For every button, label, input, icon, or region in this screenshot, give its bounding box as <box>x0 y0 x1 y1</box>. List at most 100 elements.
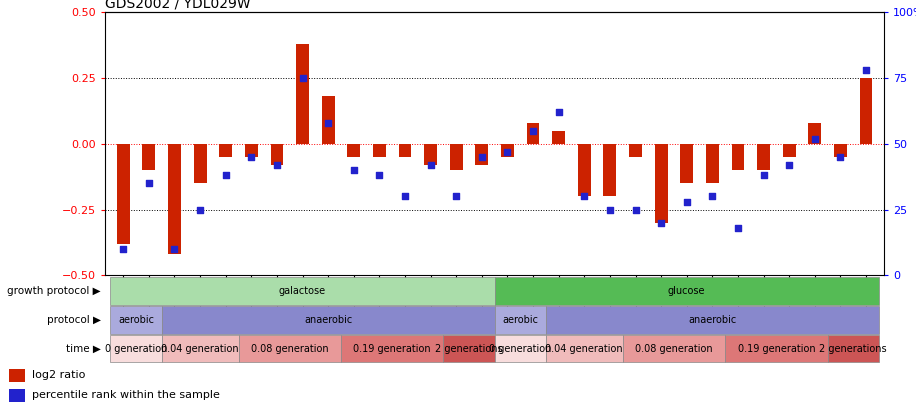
Bar <box>725 335 827 362</box>
Point <box>398 193 412 200</box>
Point <box>295 75 310 81</box>
Text: 0.08 generation: 0.08 generation <box>635 344 713 354</box>
Bar <box>552 130 565 144</box>
Text: 0 generation: 0 generation <box>489 344 551 354</box>
Bar <box>111 277 495 305</box>
Point <box>244 154 258 160</box>
Bar <box>546 335 623 362</box>
Point <box>654 220 669 226</box>
Bar <box>706 144 719 183</box>
Point <box>116 246 131 252</box>
Bar <box>424 144 437 165</box>
Bar <box>398 144 411 157</box>
Point <box>474 154 489 160</box>
Bar <box>162 335 238 362</box>
Bar <box>373 144 386 157</box>
Text: anaerobic: anaerobic <box>688 315 736 325</box>
Bar <box>296 44 309 144</box>
Bar <box>527 123 540 144</box>
Text: protocol ▶: protocol ▶ <box>47 315 101 325</box>
Text: 0.19 generation: 0.19 generation <box>737 344 815 354</box>
Point <box>372 172 387 179</box>
Bar <box>143 144 156 170</box>
Point <box>269 162 284 168</box>
Bar <box>578 144 591 196</box>
Text: 0 generation: 0 generation <box>105 344 168 354</box>
Text: log2 ratio: log2 ratio <box>32 370 85 380</box>
Point <box>321 119 335 126</box>
Bar <box>834 144 846 157</box>
Bar <box>341 335 443 362</box>
Text: GDS2002 / YDL029W: GDS2002 / YDL029W <box>105 0 251 11</box>
Bar <box>475 144 488 165</box>
Text: aerobic: aerobic <box>118 315 154 325</box>
Bar <box>655 144 668 223</box>
Bar <box>604 144 616 196</box>
Text: 0.19 generation: 0.19 generation <box>354 344 431 354</box>
Point <box>142 180 157 186</box>
Text: 0.04 generation: 0.04 generation <box>161 344 239 354</box>
Text: anaerobic: anaerobic <box>304 315 353 325</box>
Bar <box>546 306 878 334</box>
Point <box>526 127 540 134</box>
Bar <box>758 144 770 170</box>
Point <box>628 206 643 213</box>
Point <box>192 206 207 213</box>
Bar <box>162 306 495 334</box>
Point <box>167 246 181 252</box>
Bar <box>111 306 162 334</box>
Point <box>603 206 617 213</box>
Point <box>808 135 823 142</box>
Bar <box>219 144 232 157</box>
Bar <box>347 144 360 157</box>
Bar <box>495 306 546 334</box>
Bar <box>193 144 206 183</box>
Point <box>577 193 592 200</box>
Text: 2 generations: 2 generations <box>435 344 503 354</box>
Bar <box>450 144 463 170</box>
Point <box>449 193 463 200</box>
Bar <box>322 96 334 144</box>
Text: 0.08 generation: 0.08 generation <box>251 344 329 354</box>
Bar <box>9 389 26 402</box>
Point <box>346 167 361 173</box>
Text: aerobic: aerobic <box>502 315 539 325</box>
Text: percentile rank within the sample: percentile rank within the sample <box>32 390 220 400</box>
Text: growth protocol ▶: growth protocol ▶ <box>7 286 101 296</box>
Point <box>551 109 566 115</box>
Bar <box>732 144 745 170</box>
Point <box>705 193 720 200</box>
Text: time ▶: time ▶ <box>66 344 101 354</box>
Text: 2 generations: 2 generations <box>820 344 887 354</box>
Bar <box>238 335 341 362</box>
Bar <box>501 144 514 157</box>
Point <box>500 149 515 155</box>
Point <box>757 172 771 179</box>
Point <box>731 225 746 231</box>
Point <box>680 198 694 205</box>
Bar <box>9 369 26 382</box>
Point <box>858 67 873 73</box>
Text: 0.04 generation: 0.04 generation <box>545 344 623 354</box>
Bar <box>117 144 130 244</box>
Bar <box>270 144 283 165</box>
Bar <box>495 335 546 362</box>
Bar <box>443 335 495 362</box>
Point <box>782 162 797 168</box>
Bar <box>111 335 162 362</box>
Text: galactose: galactose <box>279 286 326 296</box>
Bar <box>495 277 878 305</box>
Bar <box>827 335 878 362</box>
Bar <box>859 78 872 144</box>
Bar <box>681 144 693 183</box>
Bar <box>783 144 796 157</box>
Text: glucose: glucose <box>668 286 705 296</box>
Point <box>423 162 438 168</box>
Bar <box>245 144 257 157</box>
Bar <box>629 144 642 157</box>
Point <box>218 172 233 179</box>
Point <box>833 154 847 160</box>
Bar <box>169 144 180 254</box>
Bar <box>809 123 821 144</box>
Bar <box>623 335 725 362</box>
